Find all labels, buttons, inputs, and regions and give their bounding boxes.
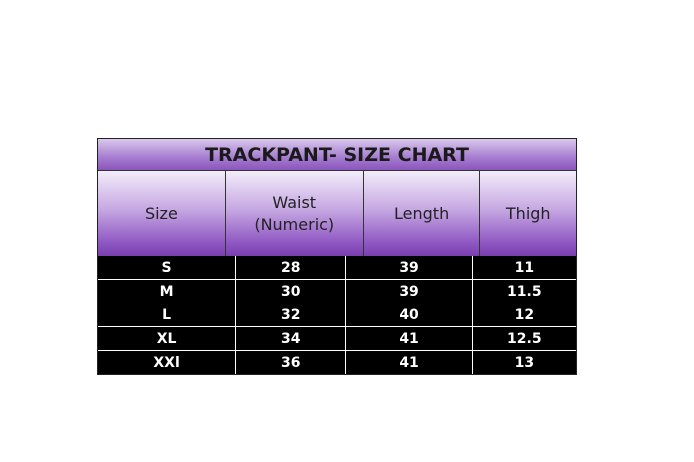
size-chart-table: TRACKPANT- SIZE CHART Size Waist (Numeri… xyxy=(97,138,577,375)
table-cell: 40 xyxy=(346,303,473,326)
table-cell: 30 xyxy=(236,280,347,303)
header-row: Size Waist (Numeric) Length Thigh xyxy=(98,171,576,256)
chart-title: TRACKPANT- SIZE CHART xyxy=(98,139,576,171)
table-cell: 36 xyxy=(236,351,347,374)
table-cell: 39 xyxy=(346,280,473,303)
table-row: S 28 39 11 xyxy=(98,256,576,279)
table-cell: M xyxy=(98,280,237,303)
table-cell: XL xyxy=(98,327,237,350)
table-cell: 12.5 xyxy=(507,330,542,347)
table-cell: 41 xyxy=(346,351,473,374)
table-row: M 30 39 11.5 xyxy=(98,279,576,303)
header-thigh: Thigh xyxy=(480,171,576,256)
table-row: L 32 40 12 xyxy=(98,303,576,326)
table-row: XXl 36 41 13 xyxy=(98,350,576,374)
table-row: XL 34 41 12.5 xyxy=(98,326,576,350)
header-length: Length xyxy=(363,171,481,256)
table-cell: L xyxy=(98,303,237,326)
table-cell: 39 xyxy=(346,256,473,279)
table-cell: 12 xyxy=(514,306,535,323)
table-cell: S xyxy=(98,256,237,279)
table-cell: 28 xyxy=(236,256,347,279)
table-cell: 41 xyxy=(346,327,473,350)
table-cell: 13 xyxy=(514,354,535,371)
table-cell: 34 xyxy=(236,327,347,350)
table-cell: 11.5 xyxy=(507,283,542,300)
header-size: Size xyxy=(98,171,226,256)
header-waist: Waist (Numeric) xyxy=(225,171,364,256)
table-cell: 11 xyxy=(514,259,535,276)
table-cell: 32 xyxy=(236,303,347,326)
table-cell: XXl xyxy=(98,351,237,374)
